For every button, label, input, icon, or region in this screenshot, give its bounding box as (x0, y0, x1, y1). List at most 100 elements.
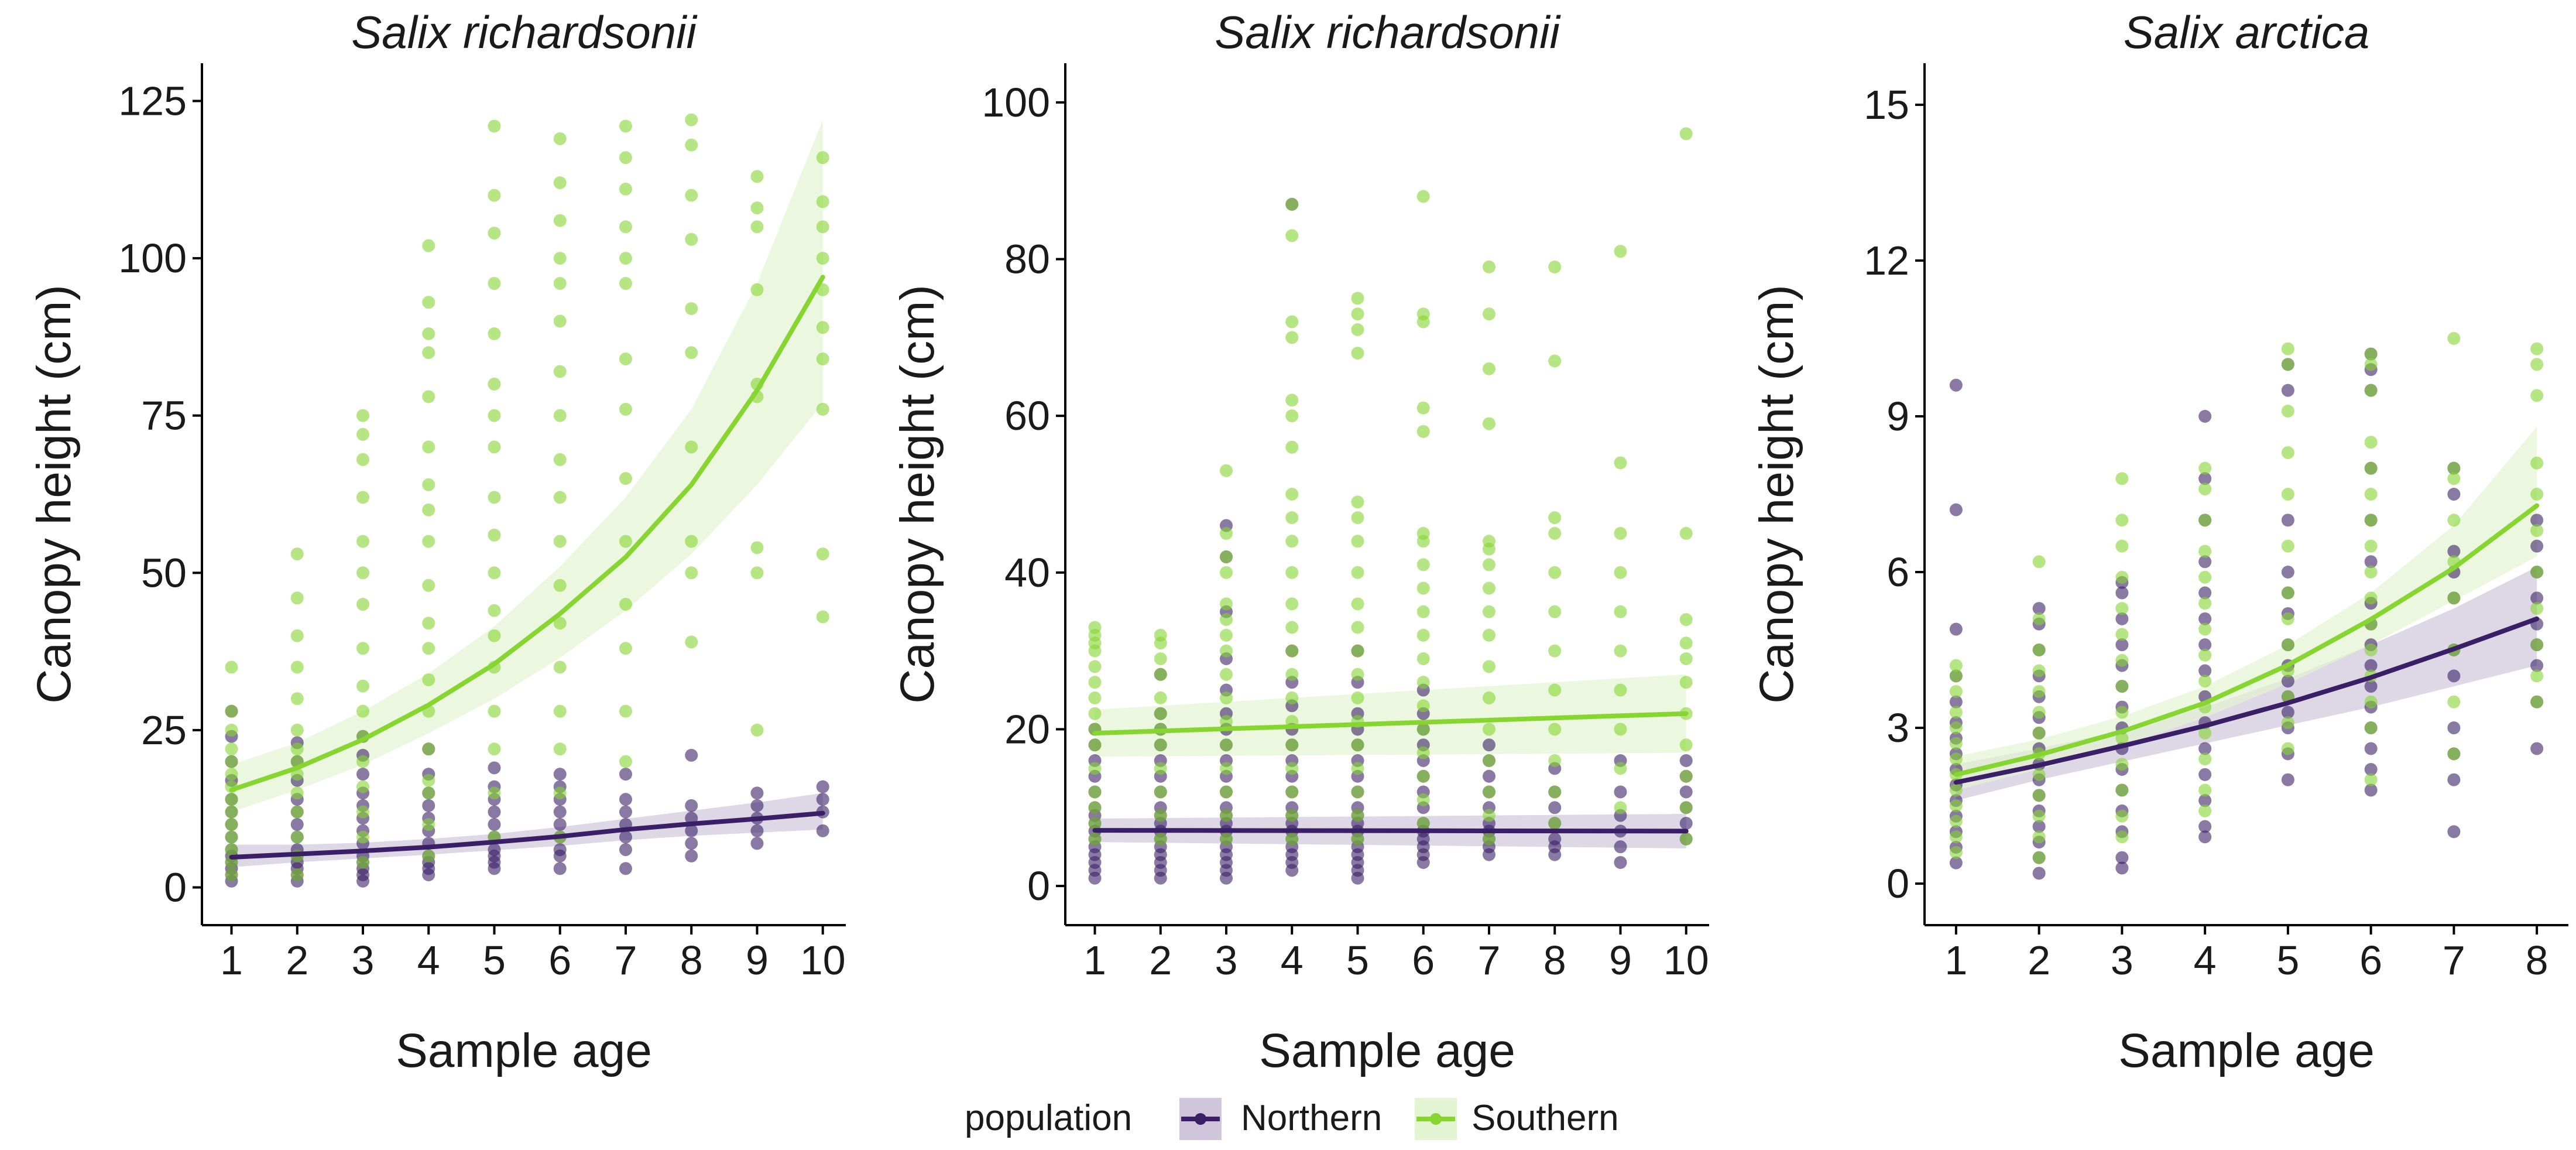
data-point-southern (1949, 752, 1963, 766)
data-point-southern (2281, 358, 2294, 371)
data-point-southern (1482, 260, 1495, 273)
data-point-southern (1548, 785, 1562, 799)
data-point-northern (2364, 783, 2378, 797)
chart-panel-1: Salix richardsonii 0 25 50 75 100 125 1 2 3 4 5 6 7 8 9… (28, 6, 846, 1077)
data-point-southern (1154, 652, 1167, 666)
data-point-southern (2198, 545, 2212, 558)
data-point-northern (750, 824, 764, 837)
plot-area (1088, 127, 1693, 885)
data-point-southern (2530, 602, 2544, 615)
data-point-southern (1949, 721, 1963, 735)
data-point-southern (290, 868, 304, 882)
data-point-southern (1285, 644, 1299, 658)
data-point-southern (1351, 762, 1364, 775)
x-tick-label: 4 (417, 937, 440, 983)
x-tick-label: 6 (548, 937, 571, 983)
data-point-southern (619, 535, 632, 548)
data-point-southern (1614, 801, 1627, 814)
x-tick-label: 7 (2443, 937, 2465, 983)
data-point-northern (2281, 514, 2294, 527)
data-point-northern (488, 761, 501, 775)
data-point-southern (1285, 440, 1299, 454)
legend-label-southern: Southern (1471, 1098, 1619, 1138)
x-tick-label: 8 (1543, 937, 1566, 983)
data-point-northern (2198, 820, 2212, 833)
data-point-southern (2447, 747, 2461, 761)
fit-line-northern (1953, 616, 2540, 785)
data-point-southern (2032, 809, 2046, 823)
data-point-southern (488, 227, 501, 240)
data-point-northern (2281, 706, 2294, 719)
data-point-southern (1285, 762, 1299, 775)
data-point-southern (1548, 354, 1562, 368)
data-point-southern (2364, 358, 2378, 371)
data-point-southern (1088, 691, 1102, 704)
data-point-southern (290, 692, 304, 706)
data-point-southern (1482, 628, 1495, 642)
data-point-southern (2447, 514, 2461, 527)
data-point-northern (2115, 612, 2129, 625)
data-point-southern (1088, 707, 1102, 720)
data-point-southern (1220, 691, 1233, 704)
x-tick-label: 2 (2028, 937, 2050, 983)
data-point-southern (1482, 660, 1495, 673)
data-point-southern (1220, 644, 1233, 658)
x-tick-label: 4 (1281, 937, 1304, 983)
data-point-southern (422, 849, 435, 862)
data-point-southern (1949, 684, 1963, 698)
data-point-southern (290, 830, 304, 844)
data-point-southern (2364, 721, 2378, 735)
data-point-southern (225, 805, 238, 819)
data-point-southern (1351, 347, 1364, 360)
data-point-southern (2364, 773, 2378, 786)
data-point-southern (422, 642, 435, 655)
data-point-southern (750, 566, 764, 580)
data-point-southern (619, 472, 632, 485)
panel-title: Salix arctica (2124, 6, 2369, 58)
data-point-southern (356, 427, 369, 441)
fit-line-southern (1092, 711, 1689, 736)
data-point-southern (2447, 461, 2461, 475)
data-point-southern (619, 704, 632, 718)
data-point-southern (422, 296, 435, 309)
data-point-northern (2447, 545, 2461, 558)
data-point-southern (1351, 597, 1364, 611)
data-point-southern (1614, 245, 1627, 258)
data-point-southern (1285, 621, 1299, 634)
x-tick-label: 2 (286, 937, 308, 983)
data-point-southern (619, 252, 632, 265)
data-point-southern (1088, 785, 1102, 799)
y-tick-label: 40 (1004, 550, 1050, 595)
data-point-southern (1614, 605, 1627, 618)
data-point-northern (2198, 472, 2212, 485)
data-point-southern (1679, 526, 1693, 540)
data-point-southern (1679, 676, 1693, 689)
data-point-southern (356, 704, 369, 718)
data-point-southern (1614, 456, 1627, 470)
data-point-northern (619, 843, 632, 857)
data-point-southern (225, 755, 238, 768)
data-point-southern (1416, 793, 1430, 806)
data-point-southern (225, 843, 238, 857)
data-point-southern (2032, 706, 2046, 719)
data-point-southern (356, 855, 369, 869)
data-point-southern (553, 176, 567, 190)
y-tick-label: 100 (118, 235, 187, 281)
x-tick-label: 1 (220, 937, 243, 983)
panel-title: Salix richardsonii (1215, 6, 1561, 58)
data-point-southern (816, 195, 829, 208)
data-point-southern (488, 440, 501, 454)
data-point-southern (1548, 754, 1562, 767)
data-point-southern (685, 635, 698, 649)
legend-label-northern: Northern (1241, 1098, 1382, 1138)
data-point-northern (553, 805, 567, 819)
data-point-southern (225, 704, 238, 718)
data-point-southern (816, 321, 829, 334)
x-axis-label: Sample age (396, 1024, 652, 1077)
data-point-southern (1351, 644, 1364, 658)
data-point-southern (553, 491, 567, 504)
data-point-southern (2032, 684, 2046, 698)
